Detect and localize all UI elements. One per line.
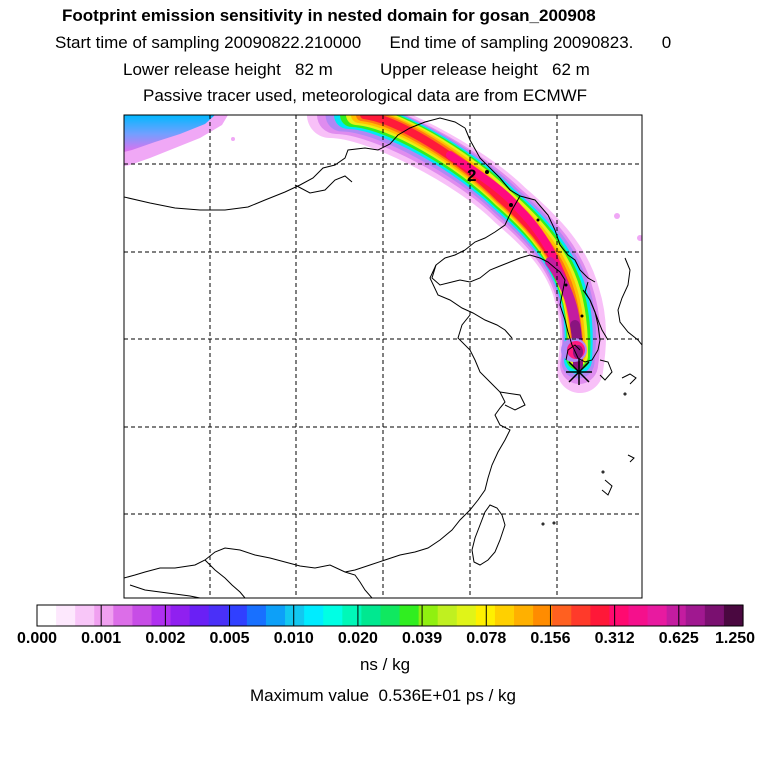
colorbar-swatch <box>609 605 630 626</box>
coastline <box>124 117 642 598</box>
colorbar-swatch <box>399 605 420 626</box>
colorbar-tick-label: 0.312 <box>594 630 635 647</box>
colorbar-swatch <box>342 605 362 626</box>
colorbar-frame <box>36 604 744 627</box>
colorbar-swatch <box>437 605 458 626</box>
colorbar-swatch <box>285 605 305 626</box>
plot-title: Footprint emission sensitivity in nested… <box>62 6 596 25</box>
colorbar-swatch <box>56 605 76 626</box>
colorbar-tick-label: 0.001 <box>81 630 122 647</box>
sampling-time-line: Start time of sampling 20090822.210000 E… <box>55 33 672 52</box>
colorbar-swatch <box>323 605 343 626</box>
colorbar-swatch <box>494 605 515 626</box>
colorbar-swatch <box>361 605 382 626</box>
colorbar-swatch <box>246 605 267 626</box>
receptor-star-icon <box>566 359 592 385</box>
colorbar-swatch <box>227 605 248 626</box>
trajectory-points <box>485 170 584 318</box>
colorbar-swatch <box>418 605 439 626</box>
colorbar-swatch <box>666 605 687 626</box>
sensitivity-plume <box>307 115 607 393</box>
colorbar-tick-label: 0.156 <box>530 630 571 647</box>
sensitivity-blob-northwest-core <box>124 115 215 152</box>
colorbar-swatch <box>590 605 611 626</box>
colorbar-swatch <box>132 605 153 626</box>
colorbar-swatch <box>628 605 649 626</box>
colorbar-swatch <box>208 605 229 626</box>
colorbar-swatch <box>475 605 496 626</box>
colorbar-tick-label: 0.010 <box>273 630 314 647</box>
lat-lon-grid <box>124 115 642 598</box>
colorbar <box>36 605 744 626</box>
colorbar-swatch <box>723 605 744 626</box>
colorbar-swatch <box>571 605 591 626</box>
maximum-value-label: Maximum value 0.536E+01 ps / kg <box>250 686 516 705</box>
colorbar-tick-label: 0.625 <box>658 630 699 647</box>
colorbar-swatch <box>151 605 172 626</box>
tracer-info-line: Passive tracer used, meteorological data… <box>143 86 588 105</box>
trajectory-label: 2 <box>467 166 476 185</box>
colorbar-swatch <box>265 605 286 626</box>
colorbar-swatch <box>94 605 114 626</box>
colorbar-swatch <box>647 605 668 626</box>
colorbar-swatch <box>380 605 401 626</box>
release-height-line: Lower release height 82 m Upper release … <box>123 60 590 79</box>
colorbar-tick-label: 1.250 <box>714 630 756 647</box>
map-frame <box>123 114 643 599</box>
colorbar-swatch <box>75 605 95 626</box>
colorbar-swatch <box>113 605 133 626</box>
colorbar-tick-label: 0.078 <box>466 630 507 647</box>
colorbar-tick-label: 0.000 <box>16 630 58 647</box>
colorbar-swatch <box>189 605 210 626</box>
colorbar-swatch <box>685 605 706 626</box>
colorbar-swatch <box>514 605 534 626</box>
colorbar-swatch <box>304 605 324 626</box>
colorbar-swatch <box>37 605 57 626</box>
colorbar-swatch <box>456 605 477 626</box>
colorbar-swatch <box>533 605 553 626</box>
colorbar-tick-label: 0.039 <box>402 630 443 647</box>
colorbar-swatch <box>170 605 191 626</box>
colorbar-tick-label: 0.020 <box>337 630 378 647</box>
colorbar-tick-label: 0.002 <box>145 630 186 647</box>
colorbar-swatch <box>704 605 725 626</box>
colorbar-unit: ns / kg <box>359 655 411 674</box>
colorbar-tick-label: 0.005 <box>209 630 250 647</box>
colorbar-swatch <box>552 605 572 626</box>
